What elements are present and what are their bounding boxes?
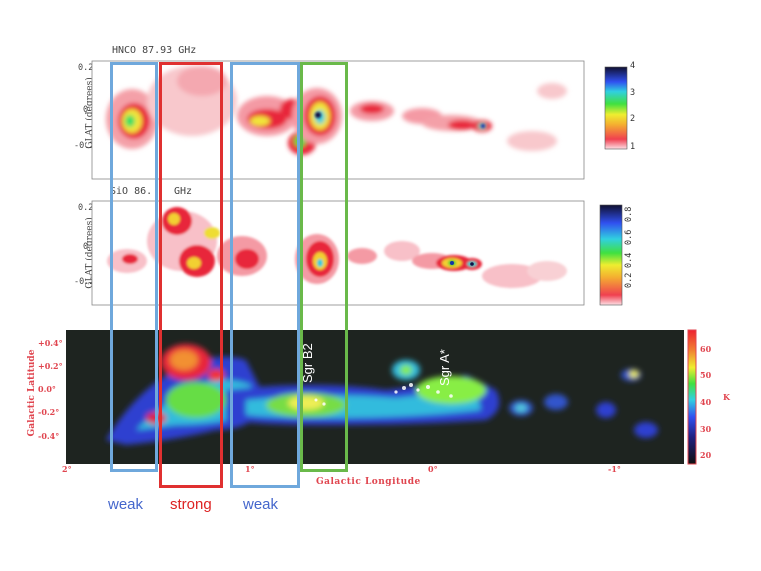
region-label-weak-mid: weak [243,496,279,513]
panel3-colorbar [687,329,697,465]
panel1-cbtick-3: 4 [630,61,636,71]
panel1-title: HNCO 87.93 GHz [112,45,197,56]
panel3-xtick-2: 0° [428,464,438,474]
panel3-cbtick-3: 30 [700,424,712,434]
panel3-cbtick-4: 20 [700,450,712,460]
panel1-ytick-2: -0.2 [74,141,95,151]
panel1-cbtick-1: 2 [630,114,636,124]
panel3-ytick-2: 0.0° [38,384,56,394]
panel3-ylabel: Galactic Latitude [27,349,37,437]
panel3-ytick-1: +0.2° [38,361,63,371]
panel3-xtick-3: -1° [608,464,621,474]
region-box-weak-left [110,62,158,472]
panel3-xtick-0: 2° [62,464,72,474]
panel1-cbtick-2: 3 [630,88,636,98]
panel2-cbtick-0: 0.2 [624,272,634,288]
panel3-xlabel: Galactic Longitude [316,477,421,487]
panel3-xtick-1: 1° [245,464,255,474]
panel2-ytick-1: 0 [83,242,89,252]
panel2-map [91,200,585,306]
panel2-ytick-2: -0.2 [74,277,95,287]
panel3-ytick-4: -0.4° [38,431,60,441]
panel2-cbtick-3: 0.8 [624,206,634,222]
region-box-sgrb2 [300,62,348,472]
region-box-weak-mid [230,62,300,488]
panel2-cbtick-1: 0.4 [624,252,634,268]
panel3-cbtick-1: 50 [700,370,712,380]
panel1-ytick-1: 0 [83,105,89,115]
region-box-strong [159,62,223,488]
panel1-ytick-0: 0.2 [78,63,94,73]
region-label-weak-left: weak [108,496,144,513]
panel2-title-tail: GHz [174,186,193,197]
panel2-colorbar [599,204,623,306]
panel1-colorbar [604,66,628,150]
panel1-cbtick-0: 1 [630,142,636,152]
panel3-cbtick-2: 40 [700,397,712,407]
panel2-ytick-0: 0.2 [78,203,94,213]
panel3-cbtick-0: 60 [700,344,712,354]
annotation-sgr-a: Sgr A* [437,349,452,386]
panel2-cbtick-2: 0.6 [624,229,634,245]
panel2-title: SiO 86. [110,186,153,197]
panel3-cbar-label: K [723,392,730,402]
panel3-ytick-3: -0.2° [38,407,60,417]
panel1-map [91,60,585,180]
region-label-strong: strong [170,496,212,513]
panel3-ytick-0: +0.4° [38,338,63,348]
